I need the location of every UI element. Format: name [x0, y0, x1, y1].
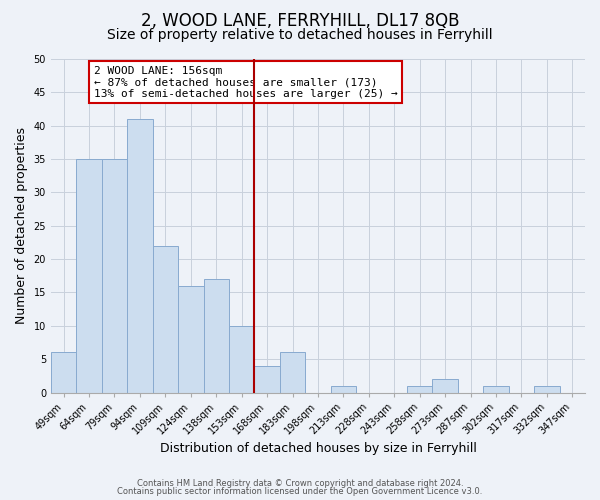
- Bar: [433, 379, 458, 392]
- Bar: [203, 279, 229, 392]
- Text: 2 WOOD LANE: 156sqm
← 87% of detached houses are smaller (173)
13% of semi-detac: 2 WOOD LANE: 156sqm ← 87% of detached ho…: [94, 66, 397, 99]
- Bar: [51, 352, 76, 393]
- Bar: [229, 326, 254, 392]
- Bar: [152, 246, 178, 392]
- Bar: [407, 386, 433, 392]
- Bar: [102, 159, 127, 392]
- Bar: [534, 386, 560, 392]
- X-axis label: Distribution of detached houses by size in Ferryhill: Distribution of detached houses by size …: [160, 442, 476, 455]
- Bar: [76, 159, 102, 392]
- Y-axis label: Number of detached properties: Number of detached properties: [15, 128, 28, 324]
- Bar: [127, 119, 152, 392]
- Bar: [483, 386, 509, 392]
- Bar: [331, 386, 356, 392]
- Text: Contains HM Land Registry data © Crown copyright and database right 2024.: Contains HM Land Registry data © Crown c…: [137, 478, 463, 488]
- Bar: [280, 352, 305, 393]
- Text: 2, WOOD LANE, FERRYHILL, DL17 8QB: 2, WOOD LANE, FERRYHILL, DL17 8QB: [141, 12, 459, 30]
- Bar: [178, 286, 203, 393]
- Text: Contains public sector information licensed under the Open Government Licence v3: Contains public sector information licen…: [118, 487, 482, 496]
- Text: Size of property relative to detached houses in Ferryhill: Size of property relative to detached ho…: [107, 28, 493, 42]
- Bar: [254, 366, 280, 392]
